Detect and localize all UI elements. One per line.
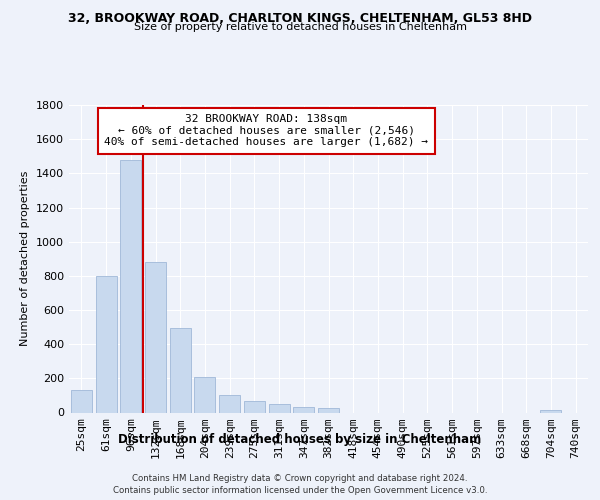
Text: Distribution of detached houses by size in Cheltenham: Distribution of detached houses by size … [118, 432, 482, 446]
Text: 32, BROOKWAY ROAD, CHARLTON KINGS, CHELTENHAM, GL53 8HD: 32, BROOKWAY ROAD, CHARLTON KINGS, CHELT… [68, 12, 532, 26]
Bar [318, 408, 339, 412]
Bar [145, 262, 166, 412]
Y-axis label: Number of detached properties: Number of detached properties [20, 171, 31, 346]
Bar [219, 394, 240, 412]
Text: Contains public sector information licensed under the Open Government Licence v3: Contains public sector information licen… [113, 486, 487, 495]
Bar [541, 410, 562, 412]
Text: 32 BROOKWAY ROAD: 138sqm
← 60% of detached houses are smaller (2,546)
40% of sem: 32 BROOKWAY ROAD: 138sqm ← 60% of detach… [104, 114, 428, 148]
Bar [194, 378, 215, 412]
Bar [269, 404, 290, 412]
Bar [95, 276, 116, 412]
Bar [170, 328, 191, 412]
Text: Contains HM Land Registry data © Crown copyright and database right 2024.: Contains HM Land Registry data © Crown c… [132, 474, 468, 483]
Text: Size of property relative to detached houses in Cheltenham: Size of property relative to detached ho… [133, 22, 467, 32]
Bar [71, 390, 92, 412]
Bar [293, 408, 314, 412]
Bar [120, 160, 141, 412]
Bar [244, 402, 265, 412]
